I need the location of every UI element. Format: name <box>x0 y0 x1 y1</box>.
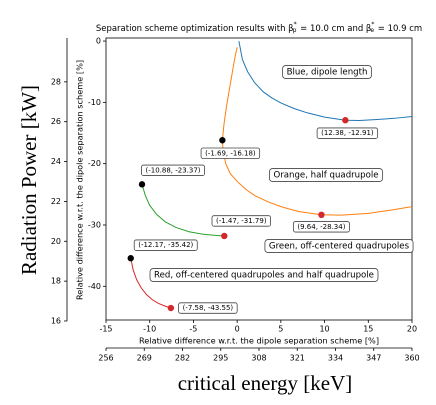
outer-x-tick-label: 269 <box>137 354 152 363</box>
outer-x-tick-label: 334 <box>328 354 343 363</box>
point-label-group: (-12.17, -35.42) <box>133 239 198 251</box>
legend-label: Orange, half quadrupole <box>273 171 378 181</box>
outer-y-tick-label: 26 <box>51 117 61 126</box>
series-line <box>130 258 172 309</box>
x-tick-label: 15 <box>363 325 373 334</box>
point-label-box <box>292 221 350 233</box>
title-part: Separation scheme optimization results w… <box>96 24 294 34</box>
outer-x-tick-label: 347 <box>366 354 381 363</box>
legend-label-group: Blue, dipole length <box>282 65 372 79</box>
series-line <box>238 40 412 121</box>
legend-label-box <box>282 65 372 79</box>
title-part: e <box>370 27 374 34</box>
point-label-box <box>178 302 238 314</box>
legend-label-box <box>149 268 379 282</box>
point-marker <box>221 232 228 240</box>
point-label: (-7.58, -43.55) <box>183 304 234 312</box>
point-label: (-1.47, -31.79) <box>216 217 267 225</box>
outer-y-tick-label: 28 <box>51 77 61 86</box>
chart-title: Separation scheme optimization results w… <box>96 21 422 34</box>
x-tick-label: 10 <box>319 325 329 334</box>
plot-frame <box>105 37 413 321</box>
legend-label-group: Red, off-centered quadrupoles and half q… <box>149 268 379 282</box>
title-part: = 10.9 cm <box>375 24 422 34</box>
y-tick-label: -10 <box>88 98 101 107</box>
point-label-group: (9.64, -28.34) <box>292 221 350 233</box>
outer-x-tick-label: 321 <box>290 354 305 363</box>
point-label-box <box>316 127 379 139</box>
outer-x-tick-label: 256 <box>98 354 113 363</box>
point-marker <box>167 304 175 312</box>
x-tick-label: 5 <box>278 325 283 334</box>
legend-label-group: Orange, half quadrupole <box>269 168 383 182</box>
x-tick-label: -15 <box>99 325 112 334</box>
outer-x-tick-label: 282 <box>175 354 190 363</box>
title-part: * <box>294 21 297 28</box>
outer-y-axis-label: Radiation Power [kW] <box>17 85 41 275</box>
point-label-group: (-1.47, -31.79) <box>211 215 271 227</box>
outer-x-tick-label: 360 <box>404 354 419 363</box>
point-label: (-12.17, -35.42) <box>138 241 193 249</box>
x-axis-label: Relative difference w.r.t. the dipole se… <box>139 336 379 346</box>
legend-label: Blue, dipole length <box>287 68 368 78</box>
outer-y-tick-label: 24 <box>51 157 61 166</box>
outer-y-tick-label: 20 <box>51 237 61 246</box>
title-part: p <box>293 27 297 34</box>
series-line <box>221 47 412 216</box>
x-tick-label: 0 <box>235 325 240 334</box>
point-label-box <box>141 164 205 176</box>
y-tick-label: 0 <box>96 37 101 46</box>
y-tick-label: -20 <box>88 159 101 168</box>
point-marker <box>219 137 226 144</box>
series-line <box>141 184 225 237</box>
legend-label: Red, off-centered quadrupoles and half q… <box>154 271 374 281</box>
point-marker <box>138 181 146 188</box>
outer-y-tick-label: 16 <box>51 317 61 326</box>
outer-x-tick-label: 308 <box>251 354 266 363</box>
y-tick-label: -30 <box>88 220 101 229</box>
point-label-group: (-7.58, -43.55) <box>178 302 238 314</box>
point-marker <box>342 117 349 124</box>
title-part: = 10.0 cm and β <box>297 24 371 34</box>
legend-label-group: Green, off-centered quadrupoles <box>264 239 414 253</box>
point-label-box <box>133 239 198 251</box>
y-tick-label: -40 <box>88 282 101 291</box>
point-marker <box>318 211 325 219</box>
point-marker <box>127 255 134 262</box>
outer-x-axis-label: critical energy [keV] <box>178 371 353 395</box>
point-label: (-1.69, -16.18) <box>205 149 256 157</box>
y-axis-label: Relative difference w.r.t. the dipole se… <box>75 60 85 300</box>
outer-x-tick-label: 295 <box>213 354 228 363</box>
point-label-box <box>200 147 261 159</box>
title-part: * <box>371 21 374 28</box>
legend-label-box <box>264 239 414 253</box>
point-label-group: (12.38, -12.91) <box>316 127 379 139</box>
x-tick-label: -5 <box>189 325 197 334</box>
point-label-group: (-10.88, -23.37) <box>141 164 205 176</box>
legend-label-box <box>269 168 383 182</box>
point-label-box <box>211 215 271 227</box>
point-label: (-10.88, -23.37) <box>145 166 200 174</box>
x-tick-label: -10 <box>143 325 156 334</box>
outer-y-tick-label: 22 <box>51 197 61 206</box>
point-label: (9.64, -28.34) <box>297 223 345 231</box>
point-label-group: (-1.69, -16.18) <box>200 147 261 159</box>
x-tick-label: 20 <box>407 325 417 334</box>
point-label: (12.38, -12.91) <box>321 129 374 137</box>
outer-y-tick-label: 18 <box>51 277 61 286</box>
legend-label: Green, off-centered quadrupoles <box>269 242 410 252</box>
